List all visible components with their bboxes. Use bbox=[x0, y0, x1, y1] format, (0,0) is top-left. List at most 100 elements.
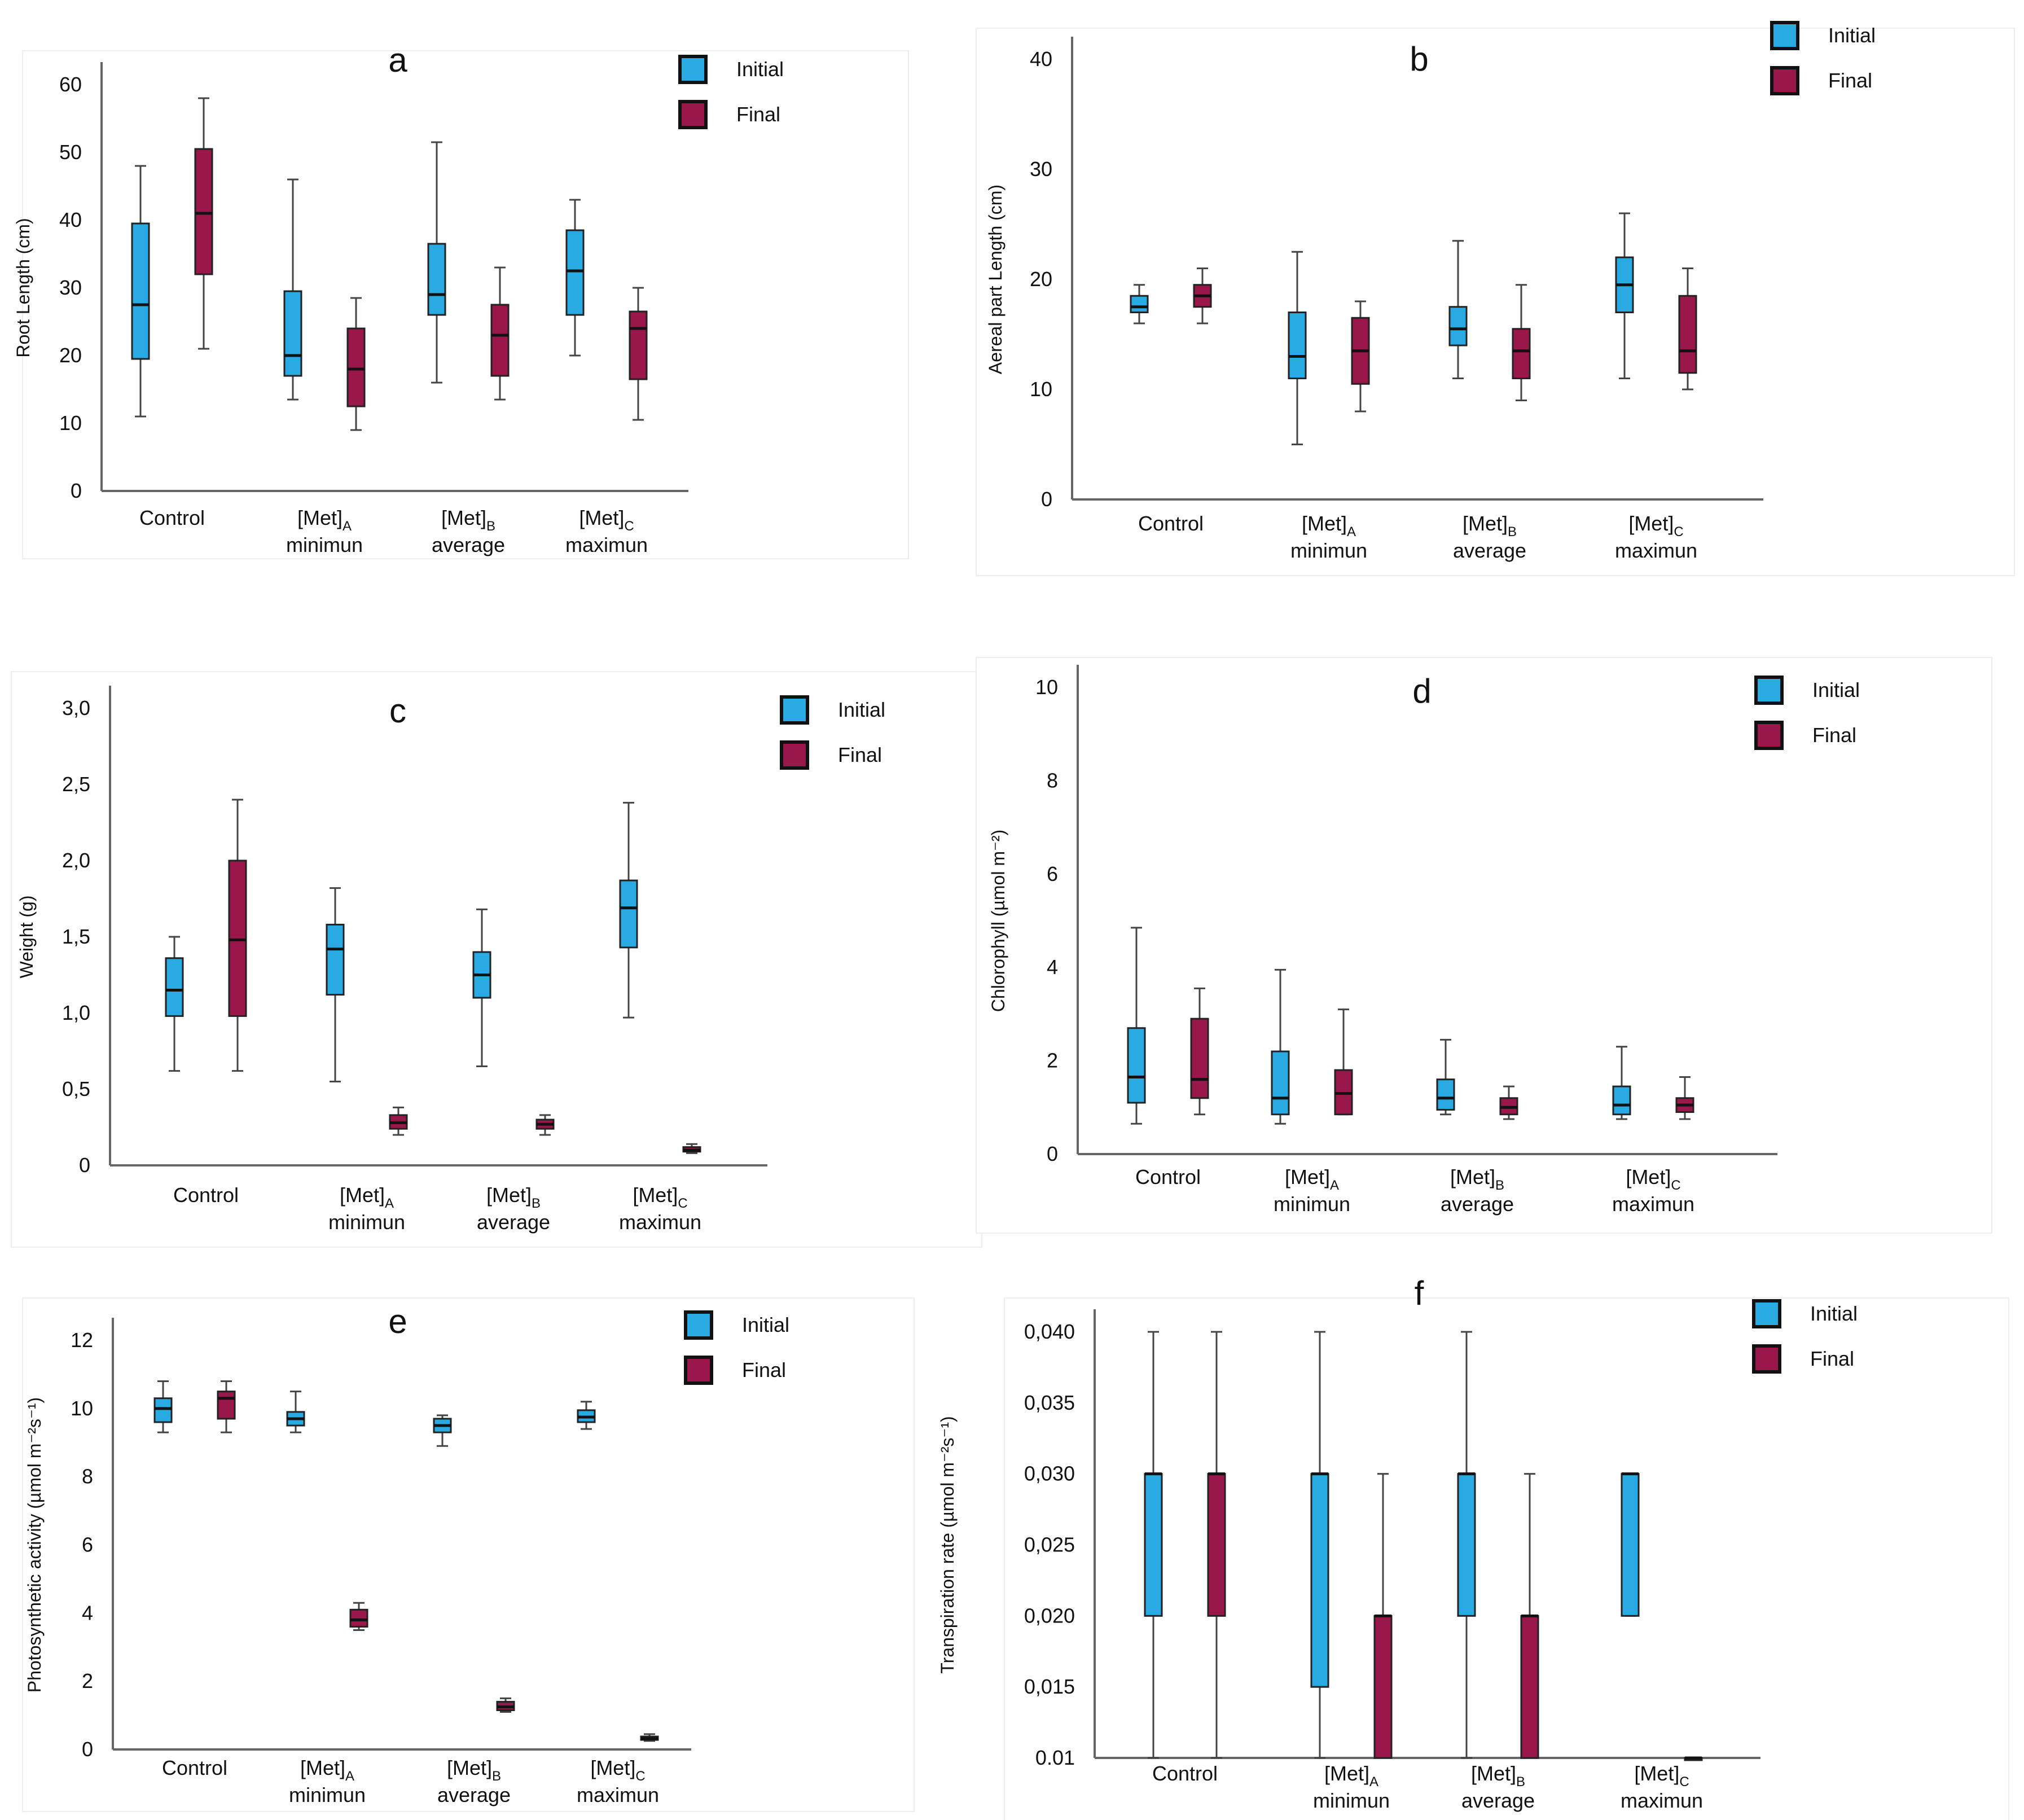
box-iqr bbox=[1612, 1085, 1631, 1116]
x-category-label: Control bbox=[1152, 1762, 1218, 1785]
chart-panel-a: 0 10 20 30 40 50 60 Root Length (cm) a Initial Fin… bbox=[13, 41, 909, 559]
category-line: [Met] bbox=[1471, 1762, 1516, 1785]
category-subscript: C bbox=[1674, 524, 1683, 540]
box-final-1 bbox=[1207, 1331, 1226, 1759]
y-tick-label: 2,5 bbox=[62, 773, 90, 796]
legend-swatch-initial bbox=[684, 1310, 713, 1340]
panel-letter: f bbox=[1415, 1274, 1424, 1312]
legend-swatch-final bbox=[1770, 66, 1799, 95]
chart-panel-d: 0 2 4 6 8 10 Chlorophyll (µmol m⁻²) d Initial Fin… bbox=[976, 657, 1992, 1234]
box-final-3 bbox=[490, 266, 510, 401]
box-initial-1 bbox=[131, 165, 150, 418]
box-initial-2 bbox=[1288, 251, 1307, 445]
category-line: [Met] bbox=[1634, 1762, 1679, 1785]
box-final-2 bbox=[1351, 300, 1370, 413]
x-category-label: Control bbox=[139, 506, 205, 529]
x-category-label: Control bbox=[1138, 512, 1204, 535]
box-final-1 bbox=[1193, 267, 1212, 324]
box-initial-3 bbox=[427, 141, 446, 384]
box-iqr bbox=[1512, 328, 1531, 379]
box-initial-2 bbox=[326, 887, 345, 1082]
category-subscript: A bbox=[1347, 524, 1356, 540]
x-category-label: [Met]A minimun bbox=[1274, 1165, 1350, 1216]
legend-label-final: Final bbox=[736, 103, 780, 126]
chart-panel-e: 0 2 4 6 8 10 12 Photosynthetic activity (µmol m… bbox=[22, 1297, 915, 1812]
box-final-2 bbox=[1373, 1473, 1393, 1759]
box-initial-4 bbox=[1615, 212, 1634, 379]
box-final-2 bbox=[349, 1602, 368, 1632]
box-iqr bbox=[1448, 306, 1468, 347]
category-line: minimun bbox=[328, 1211, 405, 1234]
legend-label-initial: Initial bbox=[1810, 1302, 1858, 1325]
x-category-label: Control bbox=[1135, 1165, 1201, 1189]
x-category-label: [Met]C maximun bbox=[619, 1183, 701, 1234]
box-initial-1 bbox=[153, 1380, 173, 1433]
panel-letter: b bbox=[1410, 40, 1428, 78]
box-iqr bbox=[565, 229, 585, 316]
category-line: maximun bbox=[577, 1783, 659, 1806]
box-initial-2 bbox=[283, 178, 302, 401]
y-tick-label: 10 bbox=[1030, 378, 1052, 401]
legend-swatch-final bbox=[1754, 721, 1784, 750]
y-tick-label: 30 bbox=[59, 276, 82, 299]
y-tick-label: 20 bbox=[1030, 267, 1052, 291]
legend-swatch-initial bbox=[1770, 21, 1799, 50]
box-final-3 bbox=[1520, 1473, 1539, 1759]
category-line: [Met] bbox=[340, 1183, 385, 1207]
box-initial-4 bbox=[577, 1401, 596, 1430]
x-category-label: [Met]B average bbox=[437, 1756, 511, 1806]
category-line: [Met] bbox=[297, 506, 343, 529]
x-category-label: [Met]A minimun bbox=[286, 506, 363, 556]
box-initial-3 bbox=[433, 1414, 452, 1447]
box-initial-3 bbox=[1448, 240, 1468, 379]
y-axis-label: Aereal part Length (cm) bbox=[985, 185, 1006, 374]
x-category-label: [Met]B average bbox=[477, 1183, 550, 1234]
legend-label-final: Final bbox=[1810, 1347, 1854, 1370]
legend-swatch-initial bbox=[780, 695, 809, 725]
y-tick-label: 0 bbox=[1041, 488, 1052, 511]
category-line: maximun bbox=[1615, 539, 1697, 562]
y-tick-label: 0 bbox=[71, 479, 82, 502]
y-tick-label: 1,5 bbox=[62, 925, 90, 948]
category-line: [Met] bbox=[633, 1183, 678, 1207]
box-final-3 bbox=[496, 1697, 515, 1713]
box-iqr bbox=[1457, 1473, 1476, 1617]
box-initial-4 bbox=[1612, 1046, 1631, 1120]
box-final-3 bbox=[1499, 1085, 1518, 1120]
box-initial-1 bbox=[1130, 284, 1149, 324]
y-tick-label: 0,035 bbox=[1024, 1391, 1075, 1414]
y-tick-label: 6 bbox=[82, 1533, 93, 1556]
box-iqr bbox=[629, 310, 648, 380]
box-final-1 bbox=[228, 799, 247, 1072]
y-tick-label: 4 bbox=[1047, 955, 1058, 979]
box-final-1 bbox=[217, 1380, 236, 1433]
y-axis-label: Chlorophyll (µmol m⁻²) bbox=[988, 830, 1008, 1012]
box-initial-3 bbox=[472, 908, 491, 1067]
y-tick-label: 6 bbox=[1047, 862, 1058, 885]
y-tick-label: 0,020 bbox=[1024, 1604, 1075, 1627]
x-category-label: [Met]A minimun bbox=[289, 1756, 366, 1806]
legend-swatch-initial bbox=[1754, 676, 1784, 705]
x-category-label: [Met]B average bbox=[1453, 512, 1526, 562]
box-iqr bbox=[1520, 1615, 1539, 1759]
category-line: [Met] bbox=[1285, 1165, 1330, 1189]
category-line: maximun bbox=[1621, 1789, 1703, 1812]
panel-letter: c bbox=[389, 692, 406, 730]
x-category-label: [Met]C maximun bbox=[565, 506, 648, 556]
y-tick-label: 0,015 bbox=[1024, 1675, 1075, 1698]
box-iqr bbox=[153, 1397, 173, 1423]
box-initial-4 bbox=[619, 801, 638, 1019]
category-line: average bbox=[1441, 1192, 1514, 1216]
legend-label-final: Final bbox=[742, 1358, 786, 1382]
category-line: average bbox=[432, 533, 505, 556]
category-line: average bbox=[1461, 1789, 1535, 1812]
box-initial-4 bbox=[1621, 1472, 1640, 1617]
category-line: minimun bbox=[289, 1783, 366, 1806]
chart-panel-c: 0 0,5 1,0 1,5 2,0 2,5 3,0 Weight (g) c Initial Fin… bbox=[11, 671, 982, 1248]
y-axis-label: Transpiration rate (µmol m⁻²s⁻¹) bbox=[937, 1416, 958, 1673]
box-iqr bbox=[326, 923, 345, 996]
box-iqr bbox=[1678, 295, 1697, 374]
category-subscript: B bbox=[532, 1196, 541, 1211]
box-iqr bbox=[427, 243, 446, 316]
